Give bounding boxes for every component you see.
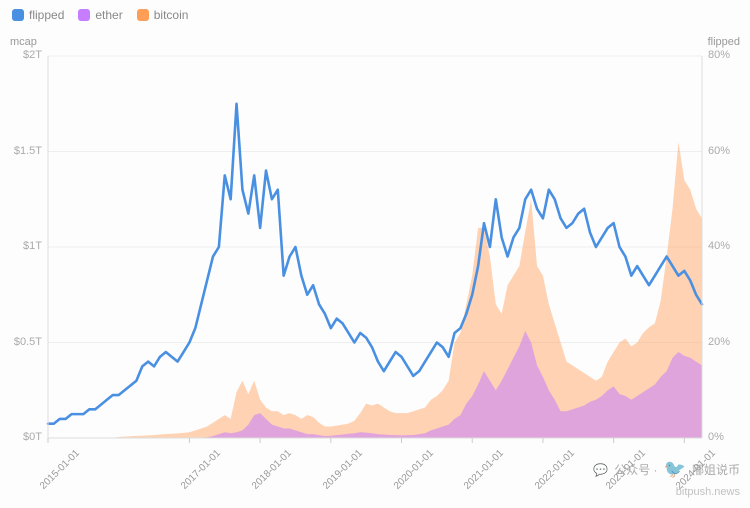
y-left-tick-label: $2T: [23, 49, 42, 61]
y-right-tick-label: 20%: [708, 336, 730, 348]
y-left-tick-label: $0.5T: [14, 336, 42, 348]
y-right-tick-label: 80%: [708, 49, 730, 61]
wechat-icon: 💬: [593, 463, 608, 477]
y-left-tick-label: $1T: [23, 240, 42, 252]
chart-canvas: [0, 0, 750, 508]
y-left-tick-label: $1.5T: [14, 145, 42, 157]
y-right-tick-label: 60%: [708, 145, 730, 157]
y-left-tick-label: $0T: [23, 431, 42, 443]
y-right-tick-label: 0%: [708, 431, 724, 443]
y-right-tick-label: 40%: [708, 240, 730, 252]
bitcoin-area: [48, 142, 702, 438]
